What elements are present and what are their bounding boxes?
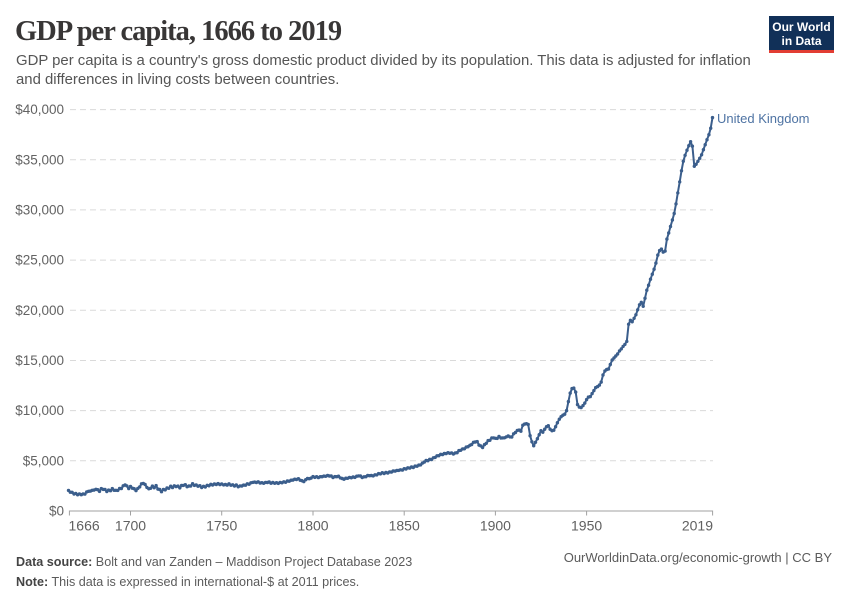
svg-text:1900: 1900 xyxy=(480,518,511,534)
svg-text:1850: 1850 xyxy=(389,518,420,534)
svg-text:$30,000: $30,000 xyxy=(15,202,64,217)
svg-text:1666: 1666 xyxy=(69,518,100,534)
svg-text:1700: 1700 xyxy=(115,518,146,534)
svg-text:1950: 1950 xyxy=(571,518,602,534)
svg-text:$15,000: $15,000 xyxy=(15,353,64,368)
svg-text:$40,000: $40,000 xyxy=(15,102,64,117)
svg-text:1800: 1800 xyxy=(297,518,328,534)
svg-text:$20,000: $20,000 xyxy=(15,303,64,318)
svg-text:$35,000: $35,000 xyxy=(15,152,64,167)
svg-text:$10,000: $10,000 xyxy=(15,403,64,418)
svg-text:$5,000: $5,000 xyxy=(23,453,64,468)
svg-text:2019: 2019 xyxy=(682,518,713,534)
svg-text:1750: 1750 xyxy=(206,518,237,534)
svg-text:$25,000: $25,000 xyxy=(15,253,64,268)
svg-text:$0: $0 xyxy=(49,504,64,519)
